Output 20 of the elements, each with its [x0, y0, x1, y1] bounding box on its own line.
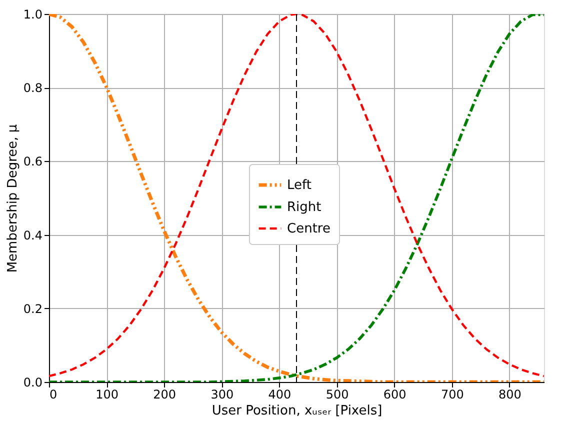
x-tick-label: 600: [383, 388, 406, 402]
x-tick-label: 300: [210, 388, 234, 402]
y-tick-label: 0.2: [23, 302, 42, 316]
legend-label: Centre: [287, 222, 330, 236]
y-tick-label: 0.8: [23, 81, 42, 96]
x-tick-label: 800: [498, 388, 522, 402]
x-tick-label: 500: [326, 388, 349, 402]
legend-label: Right: [287, 200, 322, 215]
y-tick-label: 0.4: [23, 228, 42, 242]
x-tick-label: 0: [50, 388, 58, 402]
legend-label: Left: [287, 178, 312, 193]
y-axis-title: Membership Degree, μ: [5, 124, 20, 273]
y-tick-label: 1.0: [23, 8, 42, 22]
x-axis-title: User Position, xᵤₛₑᵣ [Pixels]: [212, 404, 382, 418]
y-tick-label: 0.6: [23, 154, 42, 169]
x-tick-label: 700: [440, 388, 464, 402]
x-tick-label: 100: [96, 388, 119, 402]
y-tick-label: 0.0: [23, 376, 42, 390]
x-tick-label: 200: [153, 388, 176, 402]
x-tick-label: 400: [268, 388, 292, 402]
